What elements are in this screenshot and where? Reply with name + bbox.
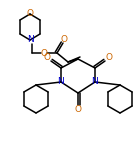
Text: O: O xyxy=(44,53,51,63)
Text: N: N xyxy=(58,78,64,86)
Text: O: O xyxy=(106,53,113,63)
Text: O: O xyxy=(60,34,67,44)
Text: N: N xyxy=(92,78,98,86)
Text: O: O xyxy=(26,10,33,18)
Text: O: O xyxy=(40,49,47,57)
Text: O: O xyxy=(74,105,81,115)
Text: N: N xyxy=(27,35,33,45)
